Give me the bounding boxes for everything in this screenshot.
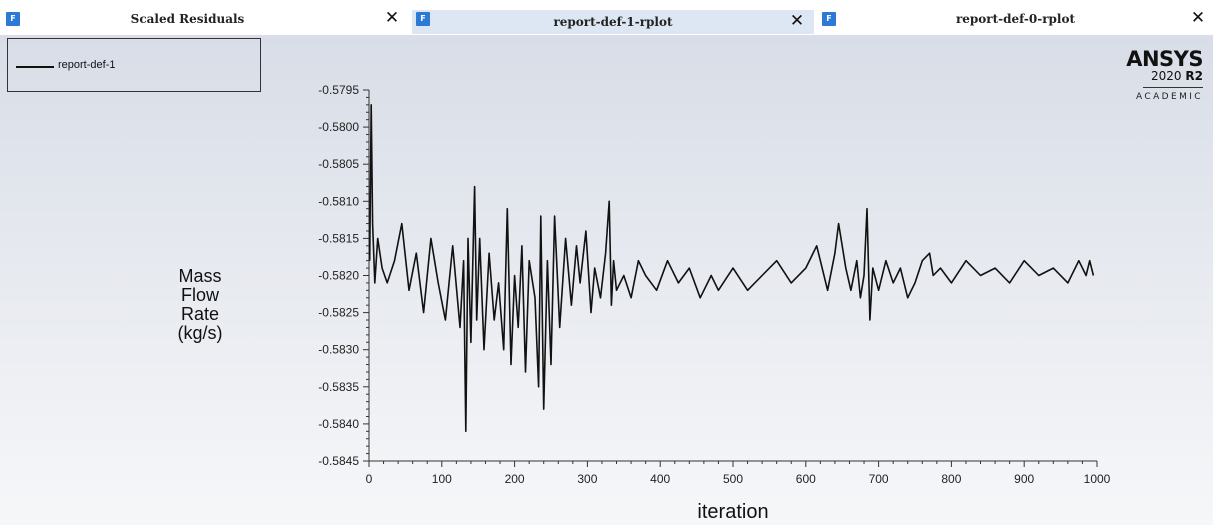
x-tick-label: 600 (796, 472, 816, 486)
y-tick-label: -0.5835 (318, 380, 359, 394)
y-tick-label: -0.5820 (318, 269, 359, 283)
ansys-logo: ANSYS 2020 R2 ACADEMIC (1083, 48, 1203, 102)
x-tick-label: 1000 (1084, 472, 1111, 486)
y-tick-label: -0.5795 (318, 83, 359, 97)
tab-label: report-def-0-rplot (955, 12, 1076, 26)
x-tick-label: 300 (577, 472, 597, 486)
brand-name: ANSYS (1126, 47, 1203, 71)
fluent-app-icon: F (416, 12, 430, 26)
x-tick-label: 700 (869, 472, 889, 486)
tab-report-def-1-rplot[interactable]: F report-def-1-rplot ✕ (412, 10, 814, 34)
tab-label: Scaled Residuals (130, 12, 245, 26)
x-tick-label: 500 (723, 472, 743, 486)
tab-label: report-def-1-rplot (553, 15, 673, 29)
y-axis-label-line: Rate (180, 304, 220, 324)
y-tick-label: -0.5840 (318, 417, 359, 431)
x-tick-label: 200 (505, 472, 525, 486)
close-icon[interactable]: ✕ (789, 11, 805, 31)
version-year: 2020 (1151, 69, 1182, 83)
x-tick-label: 400 (650, 472, 670, 486)
y-tick-label: -0.5815 (318, 231, 359, 245)
x-tick-label: 900 (1014, 472, 1034, 486)
x-tick-label: 100 (432, 472, 452, 486)
y-tick-label: -0.5800 (318, 120, 359, 134)
brand-version: 2020 R2 (1083, 70, 1203, 83)
chart: -0.5795 -0.5800 -0.5805 -0.5810 -0.5815 -0.58… (318, 83, 1110, 523)
y-tick-label: -0.5810 (318, 194, 359, 208)
y-axis-label-line: (kg/s) (177, 323, 223, 343)
plot-area: report-def-1 ANSYS 2020 R2 ACADEMIC Mass… (0, 35, 1213, 525)
brand-divider (1143, 87, 1203, 88)
y-axis-label-line: Flow (180, 285, 219, 305)
tab-report-def-0-rplot[interactable]: F report-def-0-rplot ✕ (818, 0, 1213, 34)
series-group (368, 104, 1095, 433)
fluent-app-icon: F (822, 12, 836, 26)
x-tick-label: 0 (366, 472, 373, 486)
fluent-app-icon: F (6, 12, 20, 26)
y-tick-label: -0.5805 (318, 157, 359, 171)
x-tick-label: 800 (941, 472, 961, 486)
close-icon[interactable]: ✕ (1190, 8, 1206, 28)
y-tick-label: -0.5830 (318, 343, 359, 357)
axes: -0.5795 -0.5800 -0.5805 -0.5810 -0.5815 -0.58… (318, 83, 1110, 486)
y-tick-label: -0.5825 (318, 306, 359, 320)
y-axis-label: Mass Flow Rate (kg/s) (150, 267, 250, 343)
legend-line-swatch (16, 66, 54, 68)
legend: report-def-1 (7, 38, 261, 92)
legend-label: report-def-1 (58, 59, 116, 71)
y-axis-label-line: Mass (178, 266, 222, 286)
y-tick-label: -0.5845 (318, 454, 359, 468)
series-line-report-def-1 (368, 104, 1095, 433)
close-icon[interactable]: ✕ (384, 8, 400, 28)
version-release: R2 (1185, 69, 1203, 83)
tab-scaled-residuals[interactable]: F Scaled Residuals ✕ (0, 0, 408, 34)
x-axis-label: iteration (697, 501, 768, 523)
brand-edition: ACADEMIC (1136, 92, 1203, 102)
tab-bar: F Scaled Residuals ✕ F report-def-1-rplo… (0, 0, 1213, 35)
